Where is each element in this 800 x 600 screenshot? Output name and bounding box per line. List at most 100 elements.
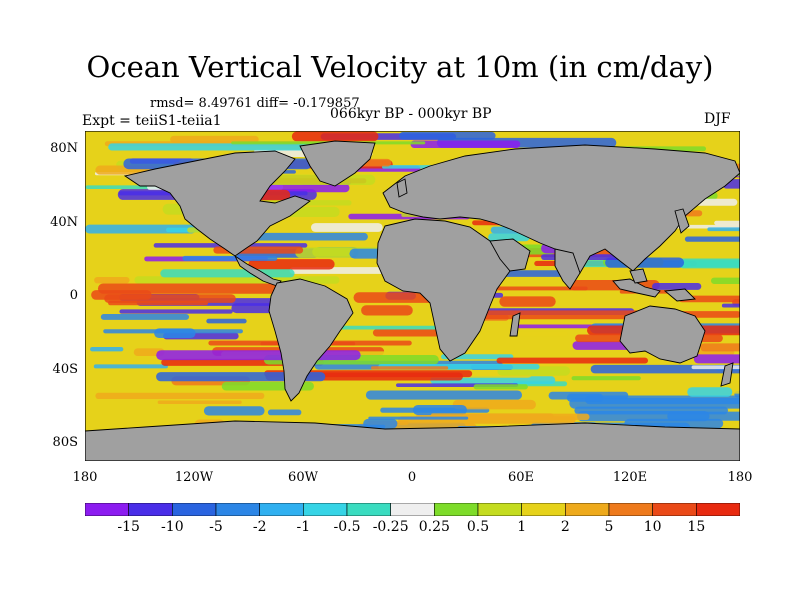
- colorbar-swatch: [85, 503, 129, 516]
- velocity-band: [410, 140, 521, 148]
- colorbar-label: -5: [209, 519, 223, 535]
- velocity-band: [203, 406, 265, 416]
- colorbar-label: -10: [161, 519, 184, 535]
- velocity-band: [95, 392, 265, 400]
- velocity-band: [156, 350, 361, 361]
- velocity-band: [310, 223, 383, 232]
- greenland: [299, 140, 376, 187]
- velocity-band: [678, 258, 740, 269]
- colorbar-label: 2: [560, 519, 570, 535]
- colorbar-swatch: [346, 503, 391, 516]
- colorbar-label: -1: [296, 519, 311, 535]
- x-tick-label: 60W: [288, 470, 318, 485]
- velocity-band: [667, 411, 740, 421]
- x-tick-label: 120W: [174, 470, 214, 485]
- africa: [376, 218, 511, 362]
- velocity-band: [368, 416, 469, 420]
- colorbar-swatch: [608, 503, 653, 516]
- velocity-band: [108, 143, 315, 151]
- velocity-band: [566, 393, 604, 402]
- colorbar-swatch: [259, 503, 304, 516]
- velocity-band: [447, 310, 646, 320]
- x-tick-label: 180: [72, 470, 98, 485]
- velocity-band: [361, 305, 413, 316]
- stats-label: rmsd= 8.49761 diff= -0.179857: [150, 96, 360, 111]
- x-tick-label: 120E: [612, 470, 648, 485]
- velocity-band: [687, 387, 733, 397]
- colorbar-label: -0.25: [372, 519, 409, 535]
- velocity-band: [243, 232, 368, 241]
- y-tick-label: 40N: [50, 215, 78, 230]
- velocity-band: [700, 343, 740, 352]
- velocity-band: [721, 303, 740, 308]
- velocity-band: [571, 376, 641, 381]
- colorbar-swatch: [303, 503, 348, 516]
- colorbar-swatch: [652, 503, 697, 516]
- new-guinea: [663, 288, 696, 302]
- colorbar-swatch: [521, 503, 566, 516]
- land-masses: [85, 140, 740, 461]
- velocity-band: [569, 397, 740, 409]
- velocity-band: [157, 400, 242, 404]
- velocity-band: [119, 309, 233, 314]
- antarctica: [85, 420, 740, 461]
- velocity-band: [100, 313, 190, 320]
- eurasia: [382, 144, 740, 274]
- velocity-band: [412, 404, 467, 416]
- velocity-band: [710, 277, 740, 284]
- borneo: [629, 268, 648, 284]
- velocity-band: [371, 366, 449, 370]
- colorbar-swatch: [565, 503, 610, 516]
- colorbar-label: 0.5: [466, 519, 490, 535]
- season-label: DJF: [704, 111, 731, 127]
- velocity-band: [291, 131, 379, 142]
- velocity-band: [693, 354, 740, 364]
- colorbar-swatch: [696, 503, 740, 516]
- y-tick-label: 40S: [52, 362, 78, 377]
- experiment-label: Expt = teiiS1-teiia1: [82, 113, 222, 129]
- british-isles: [396, 178, 408, 198]
- x-tick-label: 0: [407, 470, 417, 485]
- velocity-band: [517, 331, 568, 337]
- velocity-band: [311, 325, 455, 330]
- velocity-band: [684, 236, 740, 242]
- y-tick-label: 0: [69, 288, 78, 303]
- arabia: [489, 238, 531, 272]
- colorbar-swatch: [215, 503, 260, 516]
- velocity-band: [365, 390, 523, 400]
- velocity-band: [170, 135, 259, 143]
- south-america: [268, 278, 354, 402]
- x-tick-label: 60E: [507, 470, 535, 485]
- colorbar-label: -2: [252, 519, 267, 535]
- y-tick-label: 80N: [50, 141, 78, 156]
- colorbar-label: 0.25: [418, 519, 450, 535]
- colorbar-label: -15: [117, 519, 140, 535]
- x-tick-label: 180: [727, 470, 753, 485]
- velocity-band: [652, 282, 702, 290]
- north-america: [123, 150, 311, 257]
- period-label: 066kyr BP - 000kyr BP: [330, 106, 492, 122]
- japan: [674, 208, 690, 234]
- map-title: Ocean Vertical Velocity at 10m (in cm/da…: [86, 50, 714, 84]
- velocity-band: [572, 341, 634, 350]
- new-zealand: [720, 362, 734, 387]
- velocity-band: [492, 270, 569, 277]
- velocity-band: [90, 346, 124, 352]
- colorbar-swatch: [477, 503, 522, 516]
- velocity-band: [94, 276, 130, 284]
- colorbar-swatch: [390, 503, 435, 516]
- y-tick-label: 80S: [52, 435, 78, 450]
- velocity-band: [678, 295, 740, 303]
- velocity-band: [91, 290, 152, 300]
- colorbar-label: -0.5: [333, 519, 361, 535]
- colorbar-label: 15: [687, 519, 706, 535]
- velocity-band: [154, 328, 196, 338]
- colorbar-label: 5: [604, 519, 614, 535]
- velocity-band: [206, 318, 247, 324]
- velocity-band: [399, 132, 496, 140]
- velocity-band: [488, 233, 530, 242]
- velocity-band: [160, 269, 295, 278]
- velocity-band: [182, 255, 278, 261]
- colorbar: [85, 503, 740, 516]
- colorbar-swatch: [434, 503, 479, 516]
